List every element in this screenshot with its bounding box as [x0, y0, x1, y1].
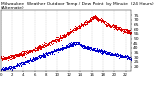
- Text: Milwaukee  Weather Outdoor Temp / Dew Point  by Minute  (24 Hours) (Alternate): Milwaukee Weather Outdoor Temp / Dew Poi…: [1, 2, 153, 10]
